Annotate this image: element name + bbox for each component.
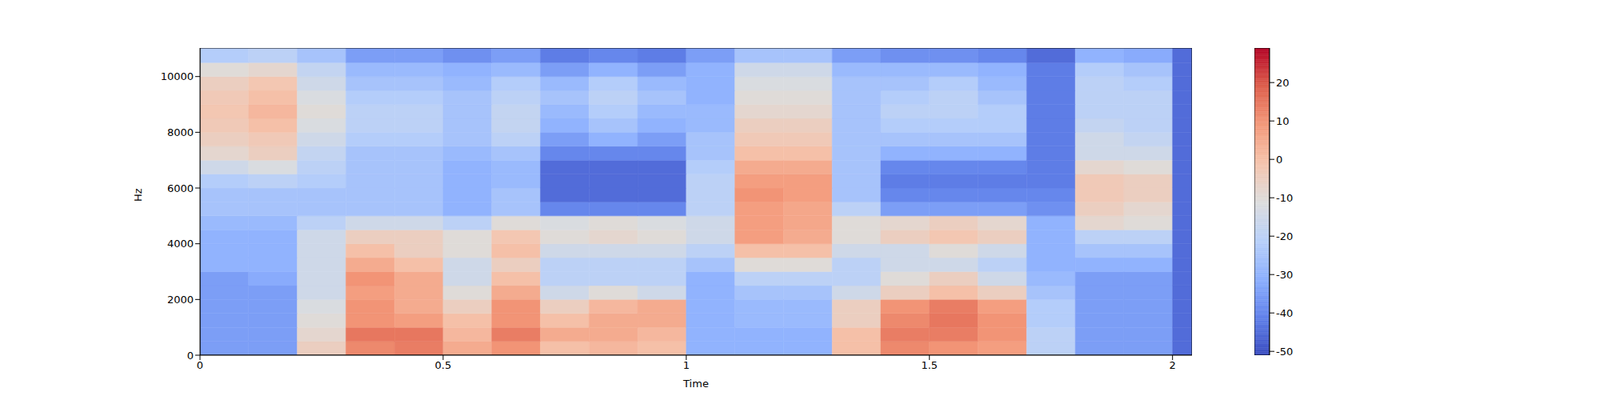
svg-text:20: 20 bbox=[1276, 76, 1290, 89]
svg-text:10: 10 bbox=[1276, 115, 1290, 128]
svg-text:0: 0 bbox=[196, 359, 204, 372]
svg-text:-10: -10 bbox=[1276, 192, 1293, 204]
svg-text:8000: 8000 bbox=[167, 126, 194, 139]
svg-text:1: 1 bbox=[683, 359, 690, 372]
svg-text:0.5: 0.5 bbox=[435, 359, 452, 372]
svg-text:10000: 10000 bbox=[160, 70, 194, 83]
svg-text:4000: 4000 bbox=[167, 237, 194, 250]
svg-text:Time: Time bbox=[682, 377, 709, 390]
svg-text:0: 0 bbox=[1276, 153, 1283, 166]
svg-text:Hz: Hz bbox=[132, 188, 144, 202]
svg-text:6000: 6000 bbox=[167, 182, 194, 195]
svg-text:-20: -20 bbox=[1276, 230, 1293, 243]
svg-text:2000: 2000 bbox=[167, 293, 194, 306]
svg-text:-30: -30 bbox=[1276, 268, 1293, 281]
svg-text:1.5: 1.5 bbox=[920, 359, 938, 372]
svg-text:-40: -40 bbox=[1276, 307, 1293, 320]
svg-text:0: 0 bbox=[187, 349, 194, 362]
svg-text:2: 2 bbox=[1169, 359, 1176, 372]
svg-text:-50: -50 bbox=[1276, 345, 1293, 358]
